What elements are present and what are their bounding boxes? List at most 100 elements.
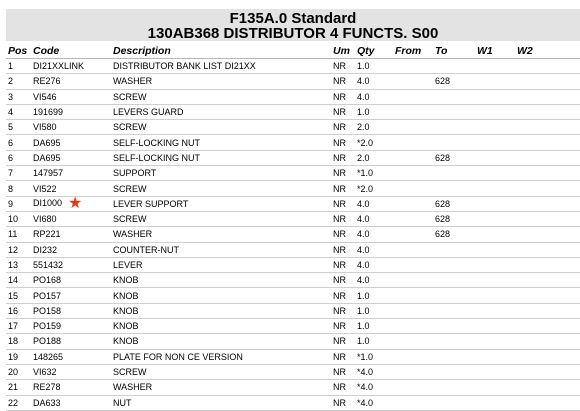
pos-cell: 8: [6, 180, 31, 197]
w1-cell: [475, 150, 515, 167]
code-cell-text: VI580: [33, 122, 57, 133]
pos-cell-text: 5: [8, 122, 14, 133]
parts-table-body: 1 DI21XXLINK DISTRIBUTOR BANK LIST DI21XX N…: [6, 58, 580, 411]
table-row: 14 PO168 KNOB NR 4.0: [6, 272, 580, 289]
w1-cell: [475, 58, 515, 75]
to-cell: [433, 272, 475, 289]
description-cell: LEVERS GUARD: [111, 104, 331, 121]
pos-cell-text: 20: [8, 367, 19, 378]
w1-cell: [475, 303, 515, 320]
um-cell-text: NR: [333, 367, 346, 378]
code-cell: DA695: [31, 150, 111, 167]
um-cell: NR: [331, 134, 355, 151]
description-cell: COUNTER-NUT: [111, 242, 331, 258]
col-header-w2: W2: [515, 44, 580, 59]
um-cell-text: NR: [333, 152, 346, 163]
from-cell: [393, 104, 433, 121]
table-row: 20 VI632 SCREW NR *4.0: [6, 364, 580, 381]
um-cell: NR: [331, 379, 355, 396]
description-cell: KNOB: [111, 333, 331, 350]
code-cell: VI632: [31, 364, 111, 381]
code-cell-text: DA695: [33, 137, 61, 148]
code-cell-text: VI546: [33, 91, 57, 102]
pos-cell-text: 10: [8, 214, 19, 225]
w1-cell: [475, 89, 515, 105]
col-header-from: From: [393, 44, 433, 59]
pos-cell-text: 15: [8, 290, 19, 301]
pos-cell: 16: [6, 303, 31, 320]
qty-cell-text: *2.0: [357, 183, 374, 194]
code-cell-text: 191699: [33, 107, 64, 118]
col-header-to: To: [433, 44, 475, 59]
um-cell-text: NR: [333, 305, 346, 316]
um-cell: NR: [331, 226, 355, 243]
code-cell: DA695: [31, 134, 111, 151]
qty-cell-text: 1.0: [357, 336, 370, 347]
code-cell: 147957: [31, 165, 111, 182]
pos-cell: 12: [6, 242, 31, 258]
w1-cell: [475, 318, 515, 335]
to-cell-text: 628: [435, 152, 451, 163]
to-cell: [433, 89, 475, 105]
pos-cell: 14: [6, 272, 31, 289]
um-cell-text: NR: [333, 260, 346, 270]
um-cell: NR: [331, 89, 355, 105]
um-cell-text: NR: [333, 229, 346, 240]
um-cell: NR: [331, 180, 355, 197]
to-cell: [433, 134, 475, 151]
code-cell-text: VI632: [33, 367, 57, 378]
table-row: 11 RP221 WASHER NR 4.0 628: [6, 226, 580, 243]
code-cell-text: DA695: [33, 152, 61, 163]
w2-cell: [515, 58, 580, 75]
to-cell: [433, 242, 475, 258]
code-cell: 191699: [31, 104, 111, 121]
um-cell: NR: [331, 303, 355, 320]
qty-cell-text: 1.0: [357, 305, 370, 316]
col-header-pos: Pos: [6, 44, 31, 59]
table-row: 6 DA695 SELF-LOCKING NUT NR *2.0: [6, 134, 580, 151]
to-cell: [433, 318, 475, 335]
table-header-row: Pos Code Description Um Qty From To W1 W…: [6, 44, 580, 59]
pos-cell: 2: [6, 73, 31, 90]
code-cell-text: VI680: [33, 214, 57, 225]
um-cell: NR: [331, 165, 355, 182]
w2-cell: [515, 333, 580, 350]
pos-cell-text: 6: [8, 137, 14, 148]
to-cell: 628: [433, 196, 475, 212]
code-cell: PO157: [31, 287, 111, 304]
pos-cell-text: 11: [8, 229, 18, 240]
qty-cell: 4.0: [355, 272, 393, 289]
code-cell-text: PO158: [33, 305, 62, 316]
um-cell: NR: [331, 104, 355, 121]
description-cell-text: LEVERS GUARD: [113, 107, 184, 118]
w2-cell: [515, 119, 580, 136]
um-cell-text: NR: [333, 183, 346, 194]
qty-cell-text: 4.0: [357, 275, 370, 286]
from-cell: [393, 257, 433, 274]
to-cell: [433, 104, 475, 121]
pos-cell-text: 2: [8, 76, 14, 87]
to-cell-text: 628: [435, 76, 451, 87]
to-cell: [433, 364, 475, 381]
description-cell: DISTRIBUTOR BANK LIST DI21XX: [111, 58, 331, 75]
w2-cell: [515, 150, 580, 167]
col-header-qty: Qty: [355, 44, 393, 59]
qty-cell-text: 4.0: [357, 244, 370, 255]
w2-cell: [515, 303, 580, 320]
code-cell-text: PO188: [33, 336, 62, 347]
code-cell: DI232: [31, 242, 111, 258]
description-cell: NUT: [111, 395, 331, 411]
w2-cell: [515, 134, 580, 151]
table-row: 1 DI21XXLINK DISTRIBUTOR BANK LIST DI21XX N…: [6, 58, 580, 75]
qty-cell-text: *4.0: [357, 397, 374, 408]
code-cell: PO188: [31, 333, 111, 350]
to-cell-text: 628: [435, 198, 451, 209]
qty-cell: *2.0: [355, 180, 393, 197]
pos-cell-text: 12: [8, 244, 19, 255]
w2-cell: [515, 318, 580, 335]
table-row: 3 VI546 SCREW NR 4.0: [6, 89, 580, 105]
description-cell: LEVER: [111, 257, 331, 274]
to-cell: 628: [433, 150, 475, 167]
table-row: 8 VI522 SCREW NR *2.0: [6, 180, 580, 197]
